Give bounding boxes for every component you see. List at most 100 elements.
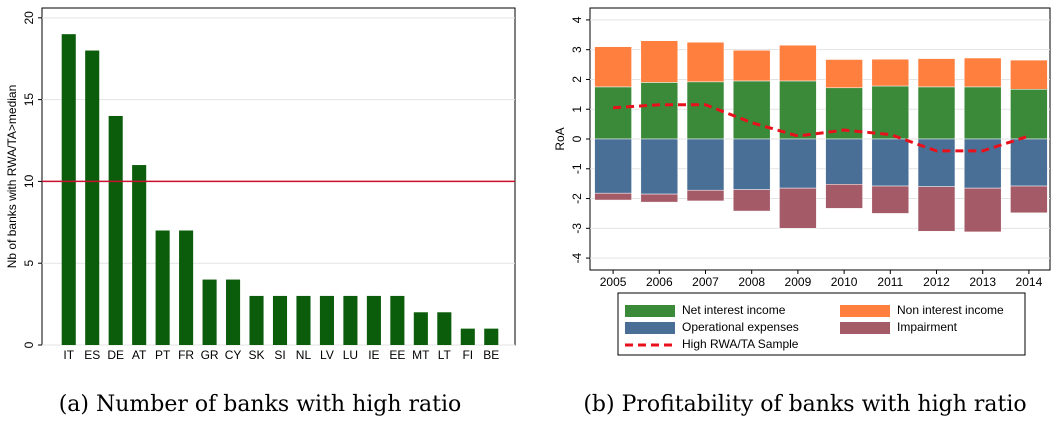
y-tick-label: 4 xyxy=(570,16,584,23)
x-tick-label: 2014 xyxy=(1016,275,1043,289)
bar-segment xyxy=(963,187,1002,233)
x-tick-label: 2006 xyxy=(646,275,673,289)
x-tick-label: BE xyxy=(483,348,499,362)
x-tick-label: FI xyxy=(462,348,473,362)
x-tick-label: 2013 xyxy=(969,275,996,289)
x-tick-label: LU xyxy=(343,348,358,362)
bar xyxy=(226,279,241,345)
legend xyxy=(617,292,1026,356)
bar-segment xyxy=(917,186,956,232)
y-axis-label: Nb of banks with RWA/TA>median xyxy=(5,85,19,269)
bar-segment xyxy=(825,59,863,89)
y-tick-label: -1 xyxy=(570,163,584,174)
bar xyxy=(390,295,405,345)
bar-segment xyxy=(1010,59,1048,90)
y-tick-label: -2 xyxy=(570,193,584,204)
bar-segment xyxy=(1010,185,1048,214)
bar xyxy=(343,295,358,345)
y-tick-label: 5 xyxy=(22,260,36,267)
y-tick-label: 15 xyxy=(22,93,36,107)
x-tick-label: GR xyxy=(201,348,219,362)
bar-segment xyxy=(779,138,817,189)
x-tick-label: 2007 xyxy=(692,275,719,289)
bar-segment xyxy=(917,58,956,88)
x-tick-label: EE xyxy=(389,348,405,362)
bar xyxy=(460,328,475,345)
bar xyxy=(108,115,123,345)
legend-label: Net interest income xyxy=(682,303,786,317)
y-tick-label: 0 xyxy=(22,341,36,348)
bar-segment xyxy=(963,57,1002,88)
bar xyxy=(85,50,100,345)
bar-segment xyxy=(640,138,679,195)
x-tick-label: PT xyxy=(155,348,171,362)
x-tick-label: AT xyxy=(132,348,147,362)
x-tick-label: IT xyxy=(63,348,74,362)
y-tick-label: -4 xyxy=(570,252,584,263)
y-tick-label: 1 xyxy=(570,106,584,113)
bar-segment xyxy=(825,138,863,185)
bar-segment xyxy=(871,185,910,214)
x-tick-label: NL xyxy=(296,348,312,362)
bar-segment xyxy=(640,193,679,203)
legend-swatch xyxy=(625,305,675,317)
x-tick-label: 2012 xyxy=(923,275,950,289)
bar xyxy=(179,230,194,345)
bar-segment xyxy=(917,86,956,140)
bar-segment xyxy=(686,41,725,83)
bar xyxy=(437,312,452,345)
bar-segment xyxy=(594,138,632,194)
caption: (a) Number of banks with high ratio xyxy=(59,392,462,417)
x-tick-label: LT xyxy=(438,348,452,362)
bar-segment xyxy=(594,46,632,88)
x-tick-label: 2010 xyxy=(831,275,858,289)
bar-segment xyxy=(686,189,725,202)
bar xyxy=(272,295,288,345)
bar-segment xyxy=(686,138,725,191)
y-tick-label: 2 xyxy=(570,76,584,83)
bar-segment xyxy=(732,80,771,140)
x-tick-label: FR xyxy=(178,348,194,362)
bar-segment xyxy=(1010,89,1048,140)
bar xyxy=(296,295,311,345)
x-tick-label: 2008 xyxy=(738,275,765,289)
bar xyxy=(132,165,147,345)
x-tick-label: 2009 xyxy=(785,275,812,289)
x-tick-label: LV xyxy=(320,348,334,362)
x-tick-label: CY xyxy=(225,348,242,362)
bar xyxy=(202,279,217,345)
legend-swatch xyxy=(625,322,675,334)
bar-segment xyxy=(779,187,817,229)
legend-swatch xyxy=(840,305,890,317)
caption: (b) Profitability of banks with high rat… xyxy=(583,392,1026,417)
bar xyxy=(249,295,264,345)
y-tick-label: 20 xyxy=(22,11,36,25)
legend-swatch xyxy=(840,322,890,334)
bar-segment xyxy=(640,82,679,140)
legend-label: Impairment xyxy=(897,320,958,334)
legend-label: Operational expenses xyxy=(682,320,799,334)
x-tick-label: 2011 xyxy=(877,275,903,289)
bar xyxy=(319,295,334,345)
x-tick-label: DE xyxy=(107,348,124,362)
bar-segment xyxy=(732,189,771,212)
x-tick-label: MT xyxy=(412,348,430,362)
bar-segment xyxy=(825,184,863,209)
bar-segment xyxy=(779,80,817,140)
bar-segment xyxy=(779,44,817,82)
legend-label: Non interest income xyxy=(897,303,1004,317)
bar-segment xyxy=(594,86,632,140)
bar xyxy=(366,295,381,345)
bar-segment xyxy=(871,85,910,140)
bar-segment xyxy=(732,138,771,190)
y-tick-label: -3 xyxy=(570,223,584,234)
x-tick-label: IE xyxy=(368,348,379,362)
bar xyxy=(61,34,76,346)
bar-segment xyxy=(640,40,679,83)
bar-segment xyxy=(871,58,910,87)
bar-segment xyxy=(871,138,910,187)
x-tick-label: ES xyxy=(84,348,100,362)
legend-label: High RWA/TA Sample xyxy=(682,337,799,351)
bar-segment xyxy=(1010,138,1048,187)
